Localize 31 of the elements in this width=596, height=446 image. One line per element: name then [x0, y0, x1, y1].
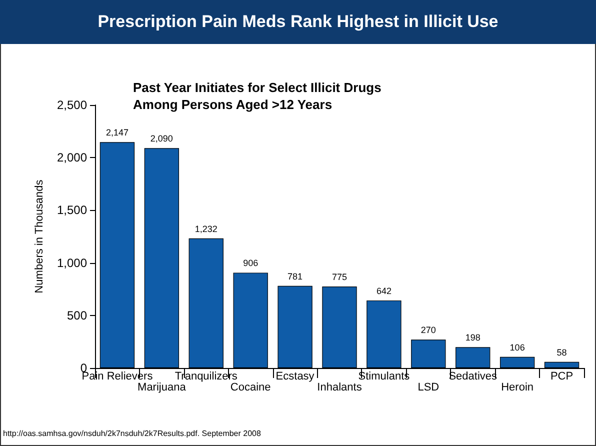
- x-tick-label: Tranquilizers: [174, 370, 238, 382]
- text: http://oas.samhsa.gov/nsduh/2k7nsduh/2k7Results.pdf. September 2008: [3, 429, 261, 438]
- data-label: 781: [288, 271, 303, 282]
- y-tick-label: 1,000: [56, 256, 88, 270]
- x-tick-label: Pain Relievers: [82, 370, 154, 382]
- x-tick-label: Sedatives: [448, 370, 498, 382]
- x-tick-label: Ecstasy: [276, 370, 315, 382]
- x-tick-label: Stimulants: [358, 370, 410, 382]
- y-tick-label: 2,500: [56, 98, 88, 112]
- data-label: 906: [243, 258, 258, 268]
- data-label: 198: [465, 332, 480, 343]
- data-label: 1,232: [194, 224, 218, 234]
- data-label: 2,090: [150, 134, 173, 144]
- chart-subtitle: Past Year Initiates for Select Illicit Drugs Among Persons Aged >12 Years: [133, 79, 382, 113]
- data-label: 642: [376, 286, 392, 296]
- x-tick-label: LSD: [418, 382, 440, 394]
- y-tick-label: 1,500: [56, 203, 88, 218]
- data-label: 58: [556, 347, 567, 358]
- data-label: 106: [510, 342, 525, 352]
- x-tick-label: Marijuana: [138, 382, 187, 394]
- data-label: 775: [332, 272, 348, 282]
- x-tick-label: Cocaine: [230, 382, 271, 394]
- y-tick-label: 500: [66, 308, 88, 322]
- data-label: 2,147: [106, 128, 128, 138]
- x-tick-label: Inhalants: [317, 382, 362, 394]
- y-tick-label: 2,000: [56, 150, 88, 165]
- y-axis-title: Numbers in Thousands: [34, 179, 46, 294]
- chart-title: Prescription Pain Meds Rank Highest in Illicit Use: [0, 0, 596, 44]
- data-label: 270: [420, 325, 436, 336]
- x-tick-label: Heroin: [501, 382, 534, 394]
- x-tick-label: PCP: [550, 370, 574, 382]
